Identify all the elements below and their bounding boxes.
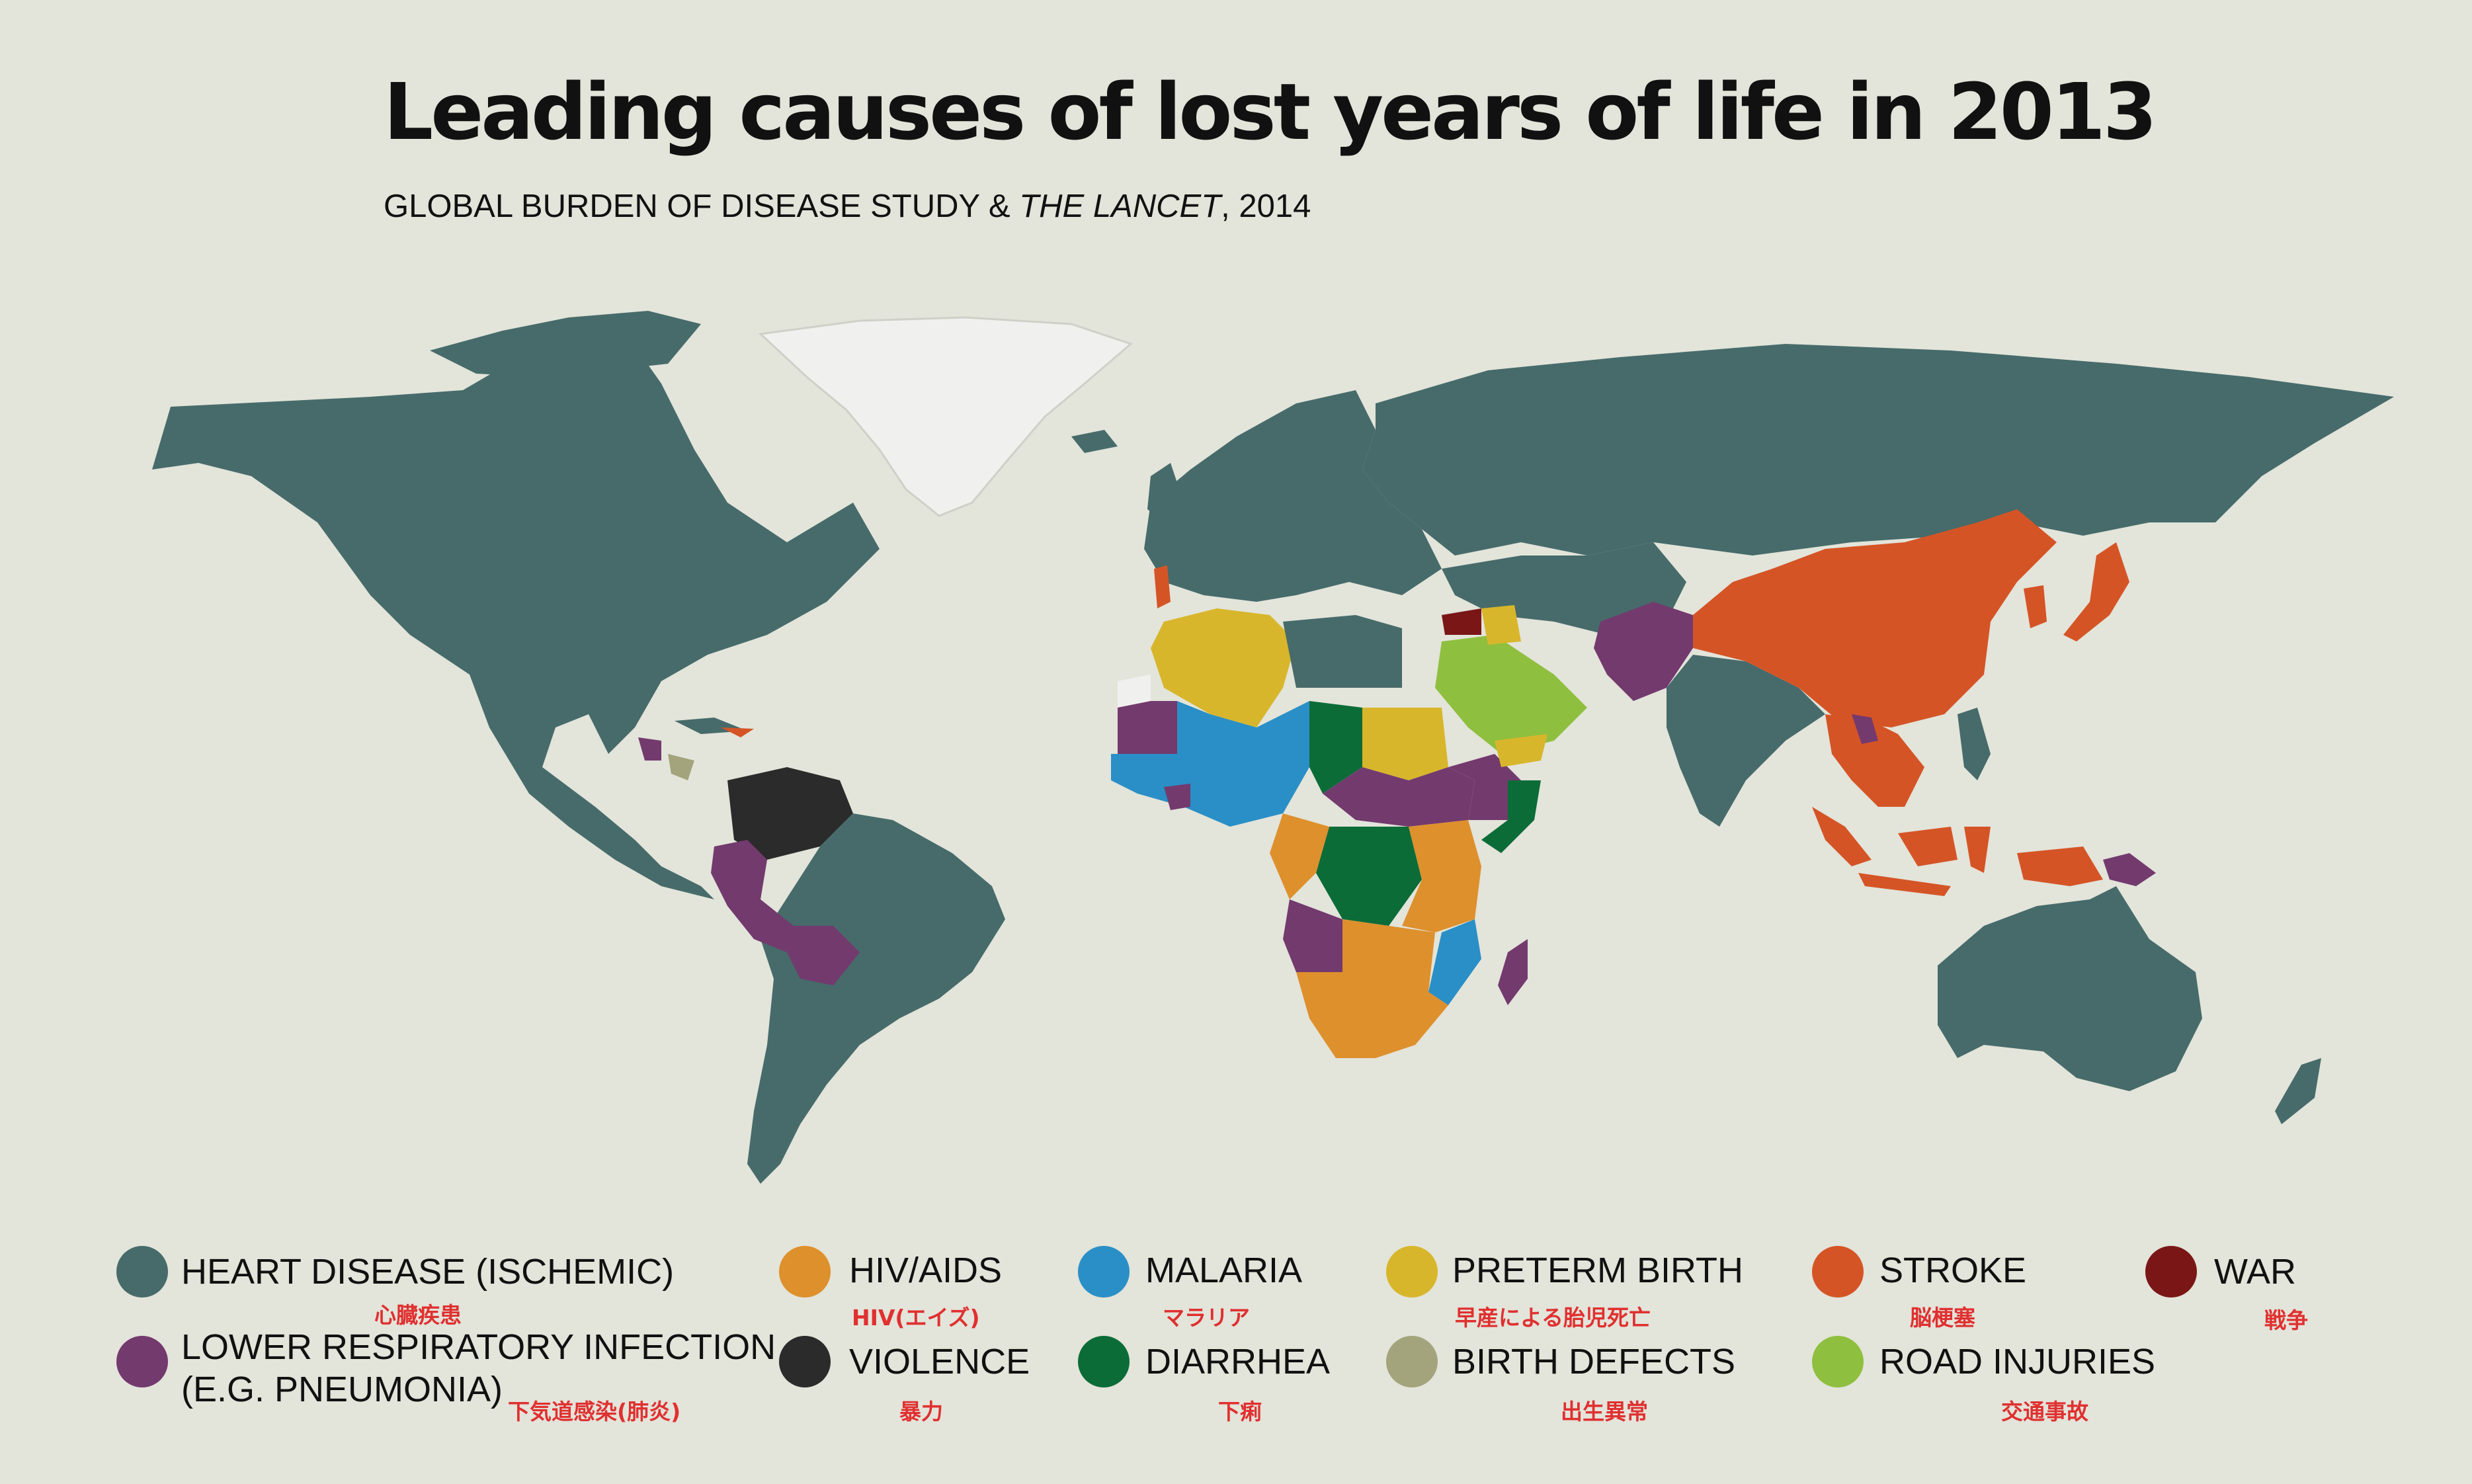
legend-sub-birth-defects: 出生異常 [1561, 1399, 1648, 1424]
legend-sub-war: 戦争 [2264, 1307, 2308, 1333]
subtitle-suffix: , 2014 [1221, 188, 1311, 224]
legend-label-hiv: HIV/AIDS [849, 1251, 1003, 1290]
region-caribbean-stroke [721, 727, 754, 737]
region-guinea-respiratory [1164, 784, 1190, 810]
region-indonesia [1812, 807, 2103, 896]
region-honduras-birth-defects [668, 754, 694, 780]
region-ethiopia [1448, 754, 1521, 820]
region-afghanistan-pakistan [1594, 602, 1693, 701]
world-map [152, 311, 2394, 1184]
region-arctic-islands [430, 311, 701, 377]
region-guatemala [638, 737, 661, 761]
region-russia [1362, 344, 2394, 556]
legend-sub-diarrhea: 下痢 [1218, 1399, 1262, 1424]
region-portugal [1154, 565, 1171, 608]
legend-swatch-heart [116, 1246, 168, 1298]
legend-swatch-war [2145, 1246, 2197, 1298]
legend-sub-stroke: 脳梗塞 [1910, 1305, 1975, 1331]
region-yemen-preterm [1495, 734, 1547, 767]
legend-label-war: WAR [2214, 1252, 2296, 1292]
legend-label-diarrhea: DIARRHEA [1145, 1342, 1331, 1381]
legend-swatch-road [1812, 1336, 1864, 1387]
subtitle-prefix: GLOBAL BURDEN OF DISEASE STUDY & [384, 188, 1020, 224]
region-east-africa-hiv [1270, 813, 1481, 932]
region-greenland [758, 316, 1133, 517]
legend-label-malaria: MALARIA [1145, 1251, 1303, 1290]
region-papua-new-guinea [2103, 853, 2156, 886]
legend-label-road: ROAD INJURIES [1879, 1342, 2156, 1381]
legend-sub-malaria: マラリア [1163, 1305, 1250, 1331]
region-south-america [747, 813, 1005, 1184]
legend-label-respiratory: LOWER RESPIRATORY INFECTION [181, 1327, 776, 1367]
subtitle-source-italic: THE LANCET [1019, 188, 1221, 224]
legend-label-heart: HEART DISEASE (ISCHEMIC) [181, 1252, 675, 1292]
legend-sub-violence: 暴力 [899, 1399, 943, 1424]
region-china [1693, 509, 2057, 727]
region-niger-diarrhea [1309, 701, 1362, 794]
region-iraq-preterm [1481, 605, 1521, 645]
region-north-africa [1151, 608, 1296, 727]
region-chad-sudan [1362, 708, 1448, 780]
region-central-africa-respiratory [1323, 767, 1475, 827]
legend-swatch-respiratory [116, 1336, 168, 1387]
region-west-africa-malaria [1111, 701, 1309, 827]
region-congo-diarrhea [1316, 827, 1422, 926]
legend-sub-preterm: 早産による胎児死亡 [1455, 1305, 1651, 1331]
region-western-sahara [1118, 675, 1151, 708]
region-mauritania [1118, 701, 1177, 754]
region-angola-respiratory [1283, 899, 1342, 972]
region-madagascar [1498, 939, 1528, 1005]
region-iceland [1071, 430, 1118, 453]
region-venezuela-colombia [727, 767, 853, 860]
region-korea [2024, 585, 2047, 628]
region-north-america [152, 327, 880, 899]
region-libya-egypt [1283, 615, 1402, 688]
legend-sub-hiv: HIV(エイズ) [852, 1305, 980, 1331]
region-philippines [1957, 708, 1991, 780]
region-saudi-arabia [1435, 635, 1587, 754]
legend-swatch-preterm [1386, 1246, 1438, 1298]
legend-label-preterm: PRETERM BIRTH [1452, 1251, 1744, 1290]
legend-swatch-diarrhea [1078, 1336, 1130, 1387]
region-syria-war [1442, 608, 1481, 635]
legend-swatch-birth-defects [1386, 1336, 1438, 1387]
region-mozambique-malaria [1428, 919, 1481, 1005]
region-southeast-asia [1825, 714, 1924, 807]
region-somalia [1481, 780, 1541, 853]
legend-label-stroke: STROKE [1879, 1251, 2027, 1290]
legend-swatch-malaria [1078, 1246, 1130, 1298]
map-subtitle: GLOBAL BURDEN OF DISEASE STUDY & THE LAN… [384, 188, 1311, 225]
region-southern-africa-hiv [1296, 919, 1448, 1058]
legend-label-violence: VIOLENCE [849, 1342, 1030, 1381]
region-laos-respiratory [1852, 714, 1878, 744]
region-japan [2063, 542, 2129, 641]
legend-sub-respiratory: 下気道感染(肺炎) [508, 1399, 681, 1424]
region-uk [1147, 463, 1184, 522]
region-peru-bolivia [711, 840, 860, 985]
legend-sub-road: 交通事故 [2001, 1399, 2088, 1424]
map-title: Leading causes of lost years of life in … [384, 66, 2157, 157]
region-europe [1144, 390, 1442, 602]
region-india [1667, 655, 1825, 827]
legend-swatch-violence [779, 1336, 831, 1387]
legend-swatch-hiv [779, 1246, 831, 1298]
region-australia [1938, 886, 2202, 1091]
legend-label-birth-defects: BIRTH DEFECTS [1452, 1342, 1736, 1381]
region-new-zealand [2275, 1058, 2321, 1124]
legend-sub-heart: 心臓疾患 [374, 1302, 462, 1328]
legend-swatch-stroke [1812, 1246, 1864, 1298]
legend-label-respiratory-line2: (E.G. PNEUMONIA) [181, 1370, 503, 1409]
